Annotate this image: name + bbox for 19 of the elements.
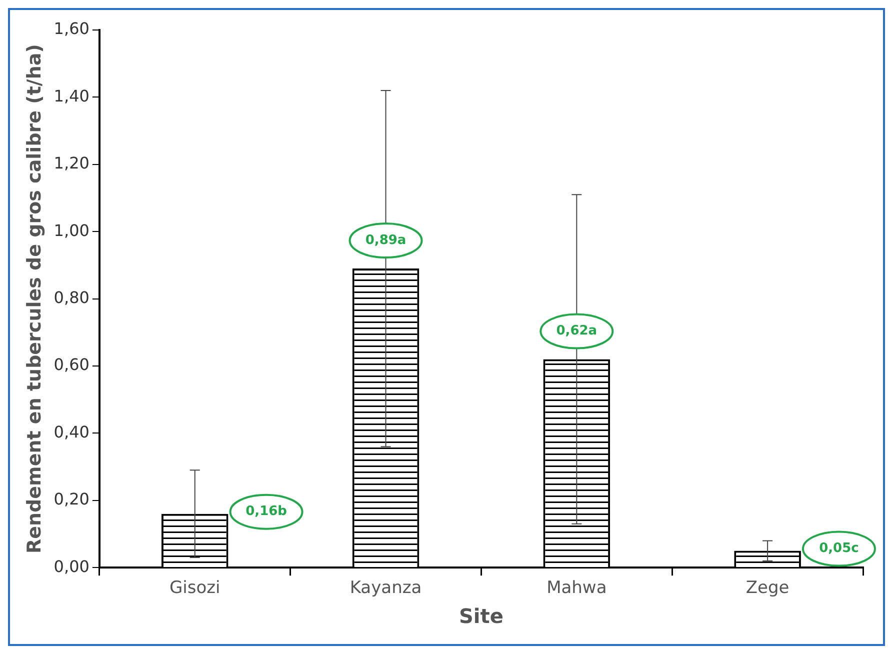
y-tick-label: 0,40 <box>54 422 90 442</box>
x-tick-label: Gisozi <box>169 578 220 598</box>
data-label: 0,89a <box>365 232 406 248</box>
x-tick-label: Kayanza <box>350 578 422 598</box>
y-tick-label: 0,60 <box>54 355 90 374</box>
data-label: 0,05c <box>819 541 859 556</box>
y-axis-title: Rendement en tubercules de gros calibre (t/ha) <box>23 44 46 554</box>
data-label: 0,62a <box>556 324 598 339</box>
data-label: 0,16b <box>246 504 287 520</box>
y-tick-label: 0,80 <box>54 288 90 307</box>
y-tick-label: 1,60 <box>54 19 90 38</box>
y-tick-label: 1,20 <box>54 154 90 173</box>
x-tick-label: Zege <box>746 578 790 598</box>
y-tick-label: 1,40 <box>54 86 90 106</box>
x-tick-label: Mahwa <box>546 578 607 598</box>
y-tick-label: 1,00 <box>54 220 90 240</box>
x-axis-title: Site <box>459 604 504 628</box>
y-tick-label: 0,20 <box>54 490 90 509</box>
y-tick-label: 0,00 <box>54 556 90 576</box>
